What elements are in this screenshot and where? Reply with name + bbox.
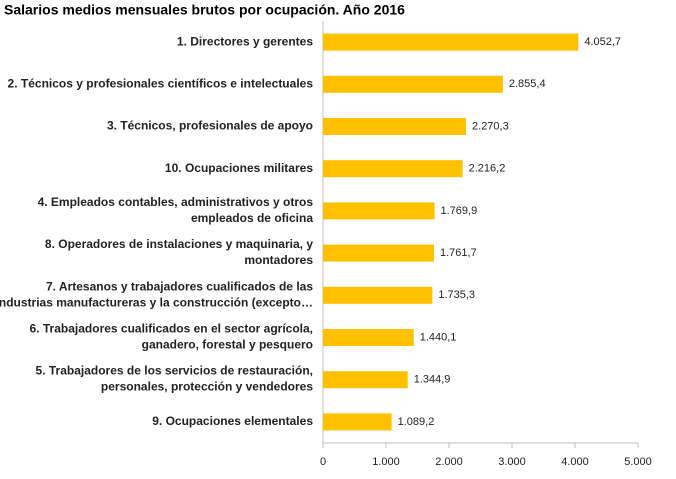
bar bbox=[323, 118, 467, 135]
value-label: 2.855,4 bbox=[509, 78, 546, 90]
value-label: 1.344,9 bbox=[414, 374, 451, 386]
x-tick-label: 1.000 bbox=[372, 456, 400, 468]
x-tick-label: 5.000 bbox=[624, 456, 652, 468]
x-tick-label: 4.000 bbox=[561, 456, 589, 468]
bar bbox=[323, 329, 414, 346]
value-label: 4.052,7 bbox=[584, 36, 621, 48]
bar bbox=[323, 244, 434, 262]
value-label: 1.440,1 bbox=[420, 331, 457, 343]
bar bbox=[323, 371, 408, 389]
bar bbox=[323, 286, 433, 304]
category-label: 2. Técnicos y profesionales científicos … bbox=[8, 76, 314, 90]
bar bbox=[323, 202, 435, 220]
category-label: 6. Trabajadores cualificados en el secto… bbox=[30, 322, 313, 352]
value-label: 1.089,2 bbox=[398, 416, 435, 428]
value-label: 1.769,9 bbox=[441, 205, 478, 217]
category-label: 10. Ocupaciones militares bbox=[165, 161, 313, 175]
value-label: 2.216,2 bbox=[469, 163, 506, 175]
bar bbox=[323, 33, 579, 51]
category-label: 5. Trabajadores de los servicios de rest… bbox=[36, 364, 314, 394]
bar bbox=[323, 413, 392, 431]
value-label: 1.735,3 bbox=[438, 289, 475, 301]
category-label: 4. Empleados contables, administrativos … bbox=[38, 195, 314, 225]
category-label: 8. Operadores de instalaciones y maquina… bbox=[45, 237, 313, 267]
bar bbox=[323, 75, 503, 93]
category-label: 1. Directores y gerentes bbox=[177, 34, 313, 48]
value-label: 2.270,3 bbox=[472, 120, 509, 132]
chart-title: Salarios medios mensuales brutos por ocu… bbox=[4, 2, 405, 18]
category-label: 7. Artesanos y trabajadores cualificados… bbox=[0, 279, 313, 309]
value-label: 1.761,7 bbox=[440, 247, 477, 259]
category-label: 9. Ocupaciones elementales bbox=[152, 414, 313, 428]
x-tick-label: 3.000 bbox=[498, 456, 526, 468]
x-tick-label: 2.000 bbox=[435, 456, 463, 468]
category-label: 3. Técnicos, profesionales de apoyo bbox=[107, 119, 313, 133]
bar bbox=[323, 160, 463, 178]
x-tick-label: 0 bbox=[320, 456, 326, 468]
